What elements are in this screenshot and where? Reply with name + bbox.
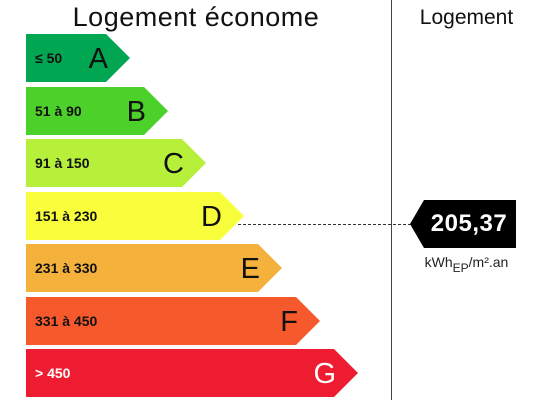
consumption-value: 205,37: [430, 210, 508, 237]
column-title: Logement: [419, 6, 514, 29]
unit-main: kWh: [424, 254, 453, 270]
energy-class-bar-d: 151 à 230 D: [26, 191, 244, 240]
energy-class-bar-a: ≤ 50 A: [26, 34, 130, 82]
marker-arrow-shape: [410, 200, 516, 248]
energy-class-bar-b: 51 à 90 B: [26, 86, 168, 135]
energy-class-range-c: 91 à 150: [35, 155, 90, 171]
energy-class-bar-e-shape: [26, 244, 282, 292]
energy-class-letter-f: F: [280, 305, 298, 338]
energy-class-letter-b: B: [126, 95, 146, 128]
unit-rest: /m².an: [468, 254, 509, 270]
energy-class-bar-f: 331 à 450 F: [26, 296, 320, 345]
energy-class-bar-e: 231 à 330 E: [26, 244, 282, 292]
energy-class-arrow-a: [26, 34, 130, 82]
energy-class-range-e: 231 à 330: [35, 260, 98, 276]
energy-class-scale: ≤ 50 A 51 à 90 B 91 à 150 C 151 à 230 D …: [26, 34, 358, 397]
energy-class-arrow-e: [26, 244, 282, 292]
energy-class-range-b: 51 à 90: [35, 102, 82, 119]
energy-class-letter-e: E: [240, 253, 260, 285]
energy-class-bar-c-shape: [26, 139, 206, 187]
energy-class-bar-a-shape: [26, 34, 130, 82]
indicator-leader-line: [238, 224, 416, 225]
energy-class-range-a: ≤ 50: [35, 50, 63, 66]
energy-class-arrow-g: [26, 349, 358, 397]
unit-subscript: EP: [452, 261, 469, 275]
energy-class-letter-g: G: [313, 358, 336, 390]
energy-class-bar-f-shape: [26, 296, 320, 345]
consumption-unit: kWhEP/m².an: [393, 254, 540, 275]
consumption-marker: 205,37: [410, 200, 516, 248]
energy-class-letter-a: A: [88, 43, 108, 75]
energy-class-range-f: 331 à 450: [35, 312, 98, 329]
energy-class-bar-c: 91 à 150 C: [26, 139, 206, 187]
page-title: Logement économe: [72, 2, 320, 32]
energy-class-bar-g: > 450 G: [26, 349, 358, 397]
energy-class-bar-d-shape: [26, 191, 244, 240]
energy-class-arrow-f: [26, 296, 320, 345]
energy-class-letter-d: D: [201, 200, 222, 233]
energy-class-range-d: 151 à 230: [35, 207, 98, 224]
energy-class-bar-b-shape: [26, 86, 168, 135]
energy-class-arrow-c: [26, 139, 206, 187]
energy-class-range-g: > 450: [35, 365, 71, 381]
energy-class-arrow-b: [26, 86, 168, 135]
energy-class-bar-g-shape: [26, 349, 358, 397]
energy-class-letter-c: C: [163, 148, 184, 180]
column-divider: [391, 0, 392, 400]
energy-class-arrow-d: [26, 191, 244, 240]
